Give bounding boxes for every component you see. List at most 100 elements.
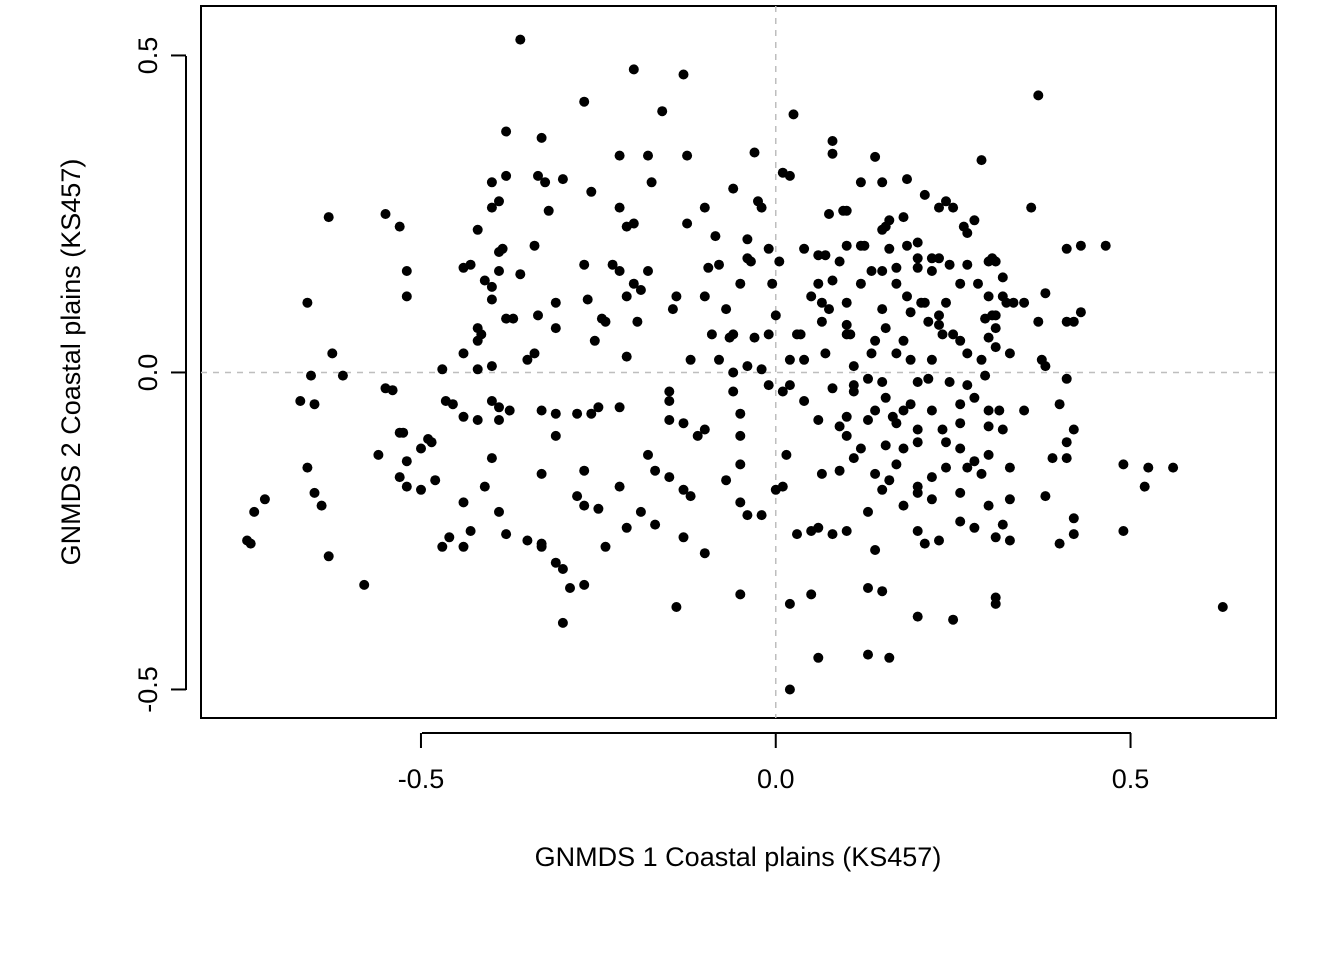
data-point [540,177,551,188]
data-point [621,351,632,362]
data-point [937,329,948,340]
data-point [572,491,583,502]
data-point [699,424,710,435]
data-point [504,405,515,416]
data-point [728,329,739,340]
data-point [1001,297,1012,308]
data-point [536,132,547,143]
data-point [494,506,504,517]
data-point [728,386,739,397]
data-point [941,196,951,207]
data-point [401,266,412,276]
data-point [1168,462,1179,473]
data-point [494,196,504,207]
data-point [912,262,923,273]
data-point [891,348,902,359]
data-point [827,383,838,394]
data-point [316,500,327,511]
data-point [643,150,653,161]
data-point [458,497,469,508]
data-point [841,319,852,330]
data-point [934,319,944,330]
data-point [1054,538,1065,549]
data-point [678,532,689,543]
data-point [813,522,824,533]
data-point [472,224,483,235]
data-point [245,538,256,549]
data-point [1004,348,1015,359]
data-point [880,392,891,403]
data-point [486,453,497,464]
data-point [784,380,795,391]
data-point [1008,297,1019,308]
data-point [855,443,866,454]
data-point [543,205,554,216]
data-point [1004,494,1015,505]
data-point [884,243,895,254]
data-point [515,269,526,280]
data-point [912,437,923,448]
data-point [579,259,590,270]
data-point [1040,361,1051,372]
data-point [902,174,912,185]
data-point [824,209,834,219]
data-point [494,266,504,276]
data-point [628,64,639,75]
data-point [735,278,746,289]
data-point [1054,399,1065,410]
x-tick-label: -0.5 [398,764,445,794]
data-point [671,602,682,612]
data-point [664,396,675,406]
data-point [486,177,497,188]
data-point [795,329,806,340]
data-point [926,405,937,416]
data-point [855,278,866,289]
data-point [990,532,1001,543]
data-point [841,205,852,216]
data-point [735,408,746,419]
data-point [589,335,600,346]
data-point [962,348,973,359]
data-point [632,316,643,327]
data-point [816,468,827,479]
data-point [678,484,689,495]
data-point [1019,405,1030,416]
data-point [465,526,476,536]
data-point [565,583,575,593]
data-point [870,335,881,346]
data-point [643,266,653,276]
data-point [416,443,426,454]
data-point [955,487,966,498]
data-point [912,481,923,492]
data-point [1026,202,1037,213]
points-layer [242,34,1228,695]
data-point [955,516,966,527]
data-point [494,415,504,425]
data-point [841,526,852,536]
data-point [302,297,313,308]
data-point [309,399,320,410]
data-point [586,408,597,419]
data-point [1061,243,1072,254]
data-point [877,266,888,276]
data-point [497,243,508,254]
data-point [891,278,902,289]
data-point [877,377,888,387]
data-point [323,212,334,223]
data-point [863,583,873,593]
data-point [919,297,930,308]
data-point [877,484,888,495]
data-point [486,396,497,406]
data-point [1033,90,1044,101]
data-point [657,106,668,117]
data-point [458,541,469,552]
data-point [529,348,540,359]
data-point [1061,373,1072,384]
data-point [912,611,923,622]
data-point [309,487,320,498]
data-point [735,497,746,508]
data-point [614,266,625,276]
data-point [465,259,476,270]
data-point [756,364,767,375]
data-point [703,262,714,273]
